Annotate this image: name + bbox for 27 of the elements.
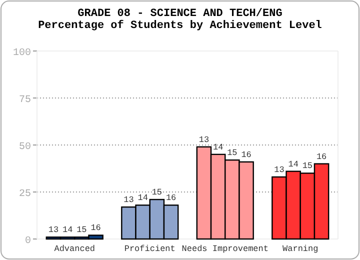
x-tick-label: Warning: [282, 244, 318, 254]
y-tick-label: 50: [18, 142, 31, 153]
text: 14: [138, 193, 148, 204]
x-tick-label: Advanced: [54, 244, 96, 254]
chart-title: GRADE 08 - SCIENCE AND TECH/ENG: [78, 8, 283, 20]
text: 14: [288, 159, 298, 170]
y-tick-label: 0: [24, 236, 31, 247]
series-label: 16: [90, 223, 101, 234]
y-tick-label: 25: [18, 189, 31, 200]
series-label: 15: [76, 225, 87, 236]
text: 16: [316, 152, 327, 162]
x-tick-label: Proficient: [124, 244, 176, 254]
text: 14: [212, 142, 224, 152]
text: 15: [227, 148, 238, 158]
chart-subtitle: Percentage of Students by Achievement Level: [38, 19, 322, 32]
text: 15: [302, 161, 313, 172]
text: 16: [166, 193, 176, 204]
text: 13: [124, 195, 134, 206]
series-label: 13: [48, 225, 59, 236]
text: 13: [198, 134, 210, 145]
text: 15: [152, 188, 162, 198]
y-tick-label: 100: [12, 48, 31, 59]
x-tick-label: Needs Improvement: [182, 244, 268, 254]
text: 13: [274, 164, 284, 175]
y-tick-label: 75: [18, 95, 31, 106]
series-label: 14: [62, 225, 73, 236]
text: 16: [241, 150, 252, 160]
